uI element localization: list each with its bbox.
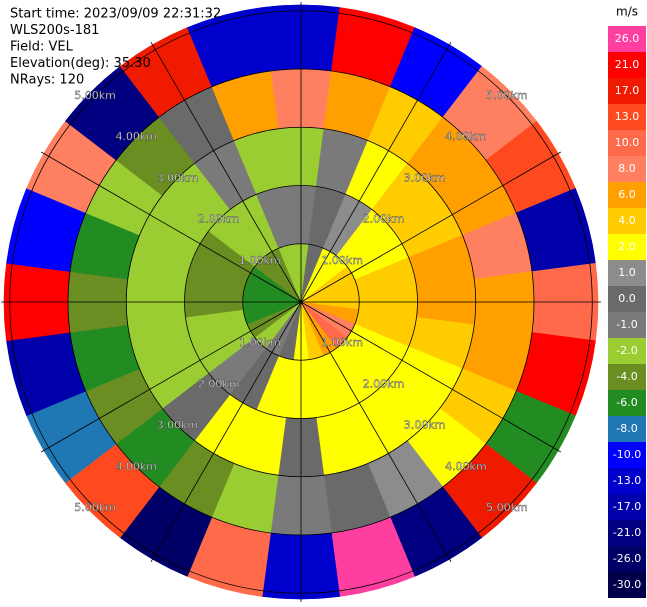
azimuth-spoke (150, 301, 302, 563)
ring-label: 4.00km (115, 460, 157, 473)
colorbar-bin (608, 78, 646, 104)
ring-label: 3.00km (157, 171, 199, 184)
colorbar-bin (608, 156, 646, 182)
ring-label: 4.00km (445, 130, 487, 143)
colorbar-bin (608, 182, 646, 208)
colorbar-tick-label: 2.0 (618, 240, 636, 253)
colorbar-title: m/s (616, 5, 638, 19)
info-line: NRays: 120 (10, 73, 84, 88)
ring-label: 5.00km (74, 501, 116, 514)
colorbar-tick-label: -30.0 (613, 578, 641, 591)
colorbar-tick-label: -6.0 (616, 396, 637, 409)
colorbar-tick-label: 17.0 (615, 84, 640, 97)
colorbar-tick-label: -13.0 (613, 474, 641, 487)
info-block: Start time: 2023/09/09 22:31:32WLS200s-1… (10, 7, 221, 88)
colorbar-bin (608, 442, 646, 468)
colorbar-tick-label: 0.0 (618, 292, 636, 305)
colorbar-bin (608, 286, 646, 312)
ring-label: 2.00km (198, 213, 240, 226)
colorbar-tick-label: -17.0 (613, 500, 641, 513)
colorbar-tick-label: 26.0 (615, 32, 640, 45)
ppi-field (3, 4, 599, 600)
ring-label: 2.00km (363, 377, 405, 390)
azimuth-spoke (300, 301, 562, 453)
ring-label: 1.00km (239, 336, 281, 349)
colorbar-bin (608, 364, 646, 390)
colorbar-tick-label: -26.0 (613, 552, 641, 565)
colorbar-bin (608, 104, 646, 130)
colorbar-tick-label: 1.0 (618, 266, 636, 279)
ring-label: 3.00km (157, 419, 199, 432)
ring-label: 4.00km (115, 130, 157, 143)
colorbar-bin (608, 416, 646, 442)
ring-label: 5.00km (486, 501, 528, 514)
colorbar-tick-label: -8.0 (616, 422, 637, 435)
ring-label: 1.00km (321, 254, 363, 267)
ring-label: 2.00km (363, 213, 405, 226)
colorbar: m/s 26.0 21.0 17.0 13.0 10.0 8.0 6.0 4.0 2.0 1.0 0.… (608, 5, 646, 598)
colorbar-tick-label: 21.0 (615, 58, 640, 71)
colorbar-bin (608, 468, 646, 494)
colorbar-bin (608, 260, 646, 286)
colorbar-tick-label: 13.0 (615, 110, 640, 123)
colorbar-tick-label: 4.0 (618, 214, 636, 227)
ring-label: 5.00km (74, 89, 116, 102)
colorbar-bin (608, 572, 646, 598)
colorbar-bin (608, 52, 646, 78)
colorbar-bin (608, 312, 646, 338)
ring-label: 3.00km (404, 171, 446, 184)
colorbar-bin (608, 546, 646, 572)
colorbar-bin (608, 130, 646, 156)
ring-label: 2.00km (198, 377, 240, 390)
azimuth-spoke (40, 301, 302, 453)
colorbar-tick-label: 10.0 (615, 136, 640, 149)
azimuth-spoke (300, 151, 562, 303)
colorbar-tick-label: -21.0 (613, 526, 641, 539)
azimuth-spoke (40, 151, 302, 303)
azimuth-spoke (300, 41, 452, 303)
colorbar-bin (608, 338, 646, 364)
colorbar-tick-label: -10.0 (613, 448, 641, 461)
ring-labels: 1.00km 1.00km 1.00km 1.00km 2.00km 2.00km 2.00… (74, 89, 528, 514)
colorbar-tick-label: -4.0 (616, 370, 637, 383)
info-line: Field: VEL (10, 40, 74, 55)
colorbar-bin (608, 494, 646, 520)
ring-label: 1.00km (239, 254, 281, 267)
azimuth-spoke (300, 301, 452, 563)
info-line: Start time: 2023/09/09 22:31:32 (10, 7, 221, 22)
colorbar-bin (608, 208, 646, 234)
info-line: WLS200s-181 (10, 23, 99, 38)
polar-grid (1, 2, 601, 602)
colorbar-tick-label: 8.0 (618, 162, 636, 175)
ring-label: 5.00km (486, 89, 528, 102)
colorbar-bin (608, 520, 646, 546)
ring-label: 4.00km (445, 460, 487, 473)
colorbar-tick-label: 6.0 (618, 188, 636, 201)
colorbar-bin (608, 390, 646, 416)
azimuth-spoke (150, 41, 302, 303)
colorbar-tick-label: -2.0 (616, 344, 637, 357)
info-line: Elevation(deg): 35.30 (10, 56, 151, 71)
colorbar-bin (608, 26, 646, 52)
ring-label: 1.00km (321, 336, 363, 349)
colorbar-bin (608, 234, 646, 260)
ring-label: 3.00km (404, 419, 446, 432)
colorbar-tick-label: -1.0 (616, 318, 637, 331)
